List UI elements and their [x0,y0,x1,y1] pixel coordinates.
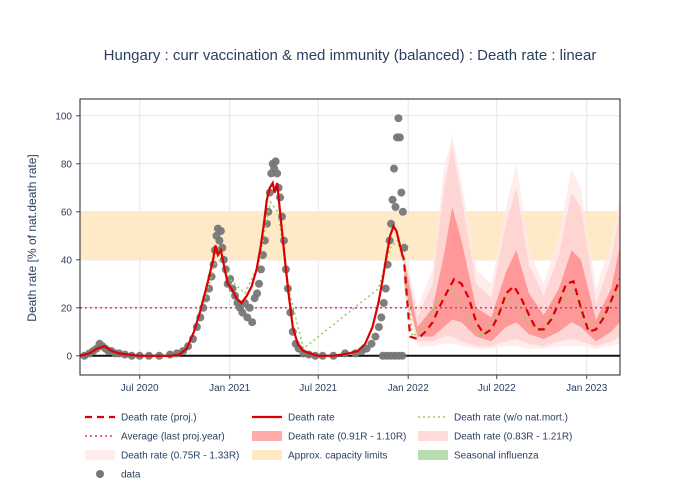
legend-swatch [252,431,282,441]
plot-content [80,99,620,375]
data-point [377,313,386,322]
legend-item: data [96,470,141,481]
data-point [271,157,280,166]
data-point [400,243,409,252]
x-tick-label: Jan 2023 [566,383,608,394]
y-tick-label: 100 [55,111,72,122]
data-point [253,289,262,298]
legend-item: Death rate [252,413,335,424]
data-point [255,279,264,288]
data-point [395,133,404,142]
data-point [398,351,407,360]
data-point [388,195,397,204]
x-tick-label: Jan 2022 [388,383,430,394]
legend-swatch [418,450,448,460]
y-tick-label: 40 [61,255,73,266]
legend-item: Death rate (0.83R - 1.21R) [418,431,572,443]
data-point [273,169,282,178]
legend-label: data [121,470,141,481]
capacity-band [80,211,620,260]
legend: Death rate (proj.) Death rate Death rate (… [85,413,572,481]
x-tick-label: Jul 2022 [478,383,516,394]
legend-item: Average (last proj.year) [85,432,225,443]
legend-label: Death rate (w/o nat.mort.) [454,413,568,424]
data-point [397,188,406,197]
legend-label: Average (last proj.year) [121,432,225,443]
legend-label: Death rate (0.83R - 1.21R) [454,432,572,443]
plot-area [80,99,620,375]
legend-label: Death rate (0.91R - 1.10R) [288,432,406,443]
x-tick-label: Jan 2021 [209,383,251,394]
legend-label: Seasonal influenza [454,451,539,462]
legend-swatch [85,450,115,460]
x-tick-label: Jul 2021 [299,383,337,394]
legend-label: Death rate (0.75R - 1.33R) [121,451,239,462]
y-axis-label: Death rate [% of nat.death rate] [25,154,39,321]
x-tick-label: Jul 2020 [121,383,159,394]
data-point [398,207,407,216]
wo-natmort-line [203,200,620,351]
data-point [371,332,380,341]
data-point [374,323,383,331]
data-point [245,303,254,312]
legend-label: Approx. capacity limits [288,451,387,462]
legend-swatch [252,450,282,460]
data-point [243,313,252,322]
legend-item: Seasonal influenza [418,450,539,462]
data-point [379,299,388,307]
legend-item: Death rate (0.91R - 1.10R) [252,431,406,443]
legend-label: Death rate (proj.) [121,413,197,424]
plot-frame [79,98,621,376]
data-point [362,344,371,353]
death-rate-line [80,180,406,357]
legend-item: Death rate (proj.) [85,413,197,424]
data-point [367,339,376,348]
data-point [216,227,225,235]
legend-swatch [96,470,104,478]
legend-item: Death rate (0.75R - 1.33R) [85,450,239,462]
data-point [248,318,257,327]
data-point [215,236,224,245]
y-tick-label: 80 [61,159,73,170]
data-point [258,251,267,259]
legend-swatch [418,431,448,441]
axes: 0 20 40 60 80 100 Jul 2020 Jan 2021 Jul 2021 Jan … [55,98,621,394]
y-tick-label: 20 [61,303,73,314]
y-tick-label: 0 [66,351,72,362]
data-point [394,114,403,123]
data-point [391,203,400,211]
legend-label: Death rate [288,413,335,424]
legend-item: Approx. capacity limits [252,450,387,462]
chart-title: Hungary : curr vaccination & med immunit… [104,47,597,64]
y-tick-label: 60 [61,207,73,218]
data-point [381,284,390,293]
data-point [238,308,247,317]
data-point [390,164,399,173]
data-point [256,265,265,274]
legend-item: Death rate (w/o nat.mort.) [418,413,568,424]
death-rate-proj-line [403,264,620,341]
